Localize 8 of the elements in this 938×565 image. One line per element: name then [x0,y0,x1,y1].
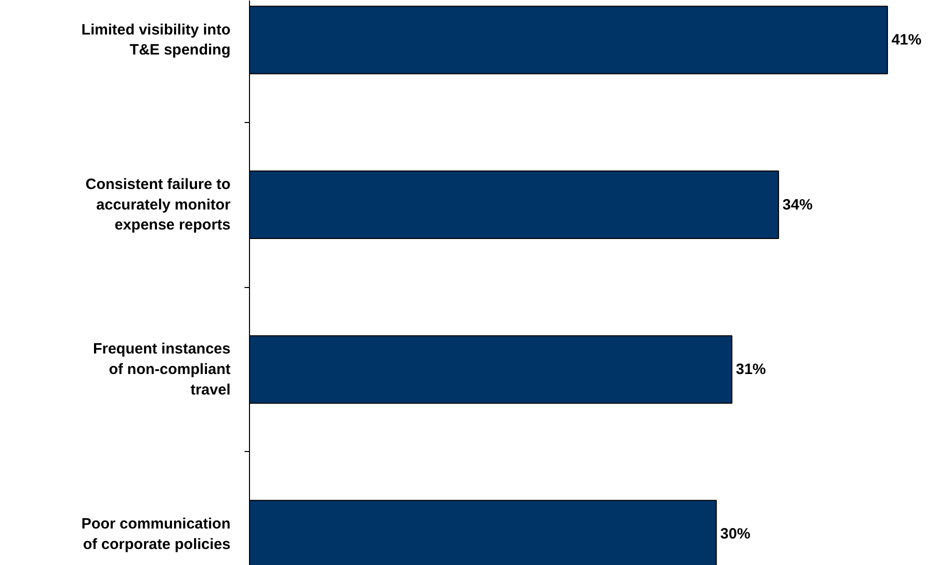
y-tick-label: Limited visibility into T&E spending [81,21,231,59]
y-tick-label: Consistent failure to accurately monitor expense reports [85,176,231,234]
data-label: 30% [720,526,750,543]
data-label: 31% [736,360,766,378]
y-tick-label: Poor communication of corporate policies [81,516,231,553]
y-tick-label: Frequent instances of non-compliant travel [92,340,231,398]
data-label: 34% [782,196,813,214]
data-label: 41% [891,32,922,49]
